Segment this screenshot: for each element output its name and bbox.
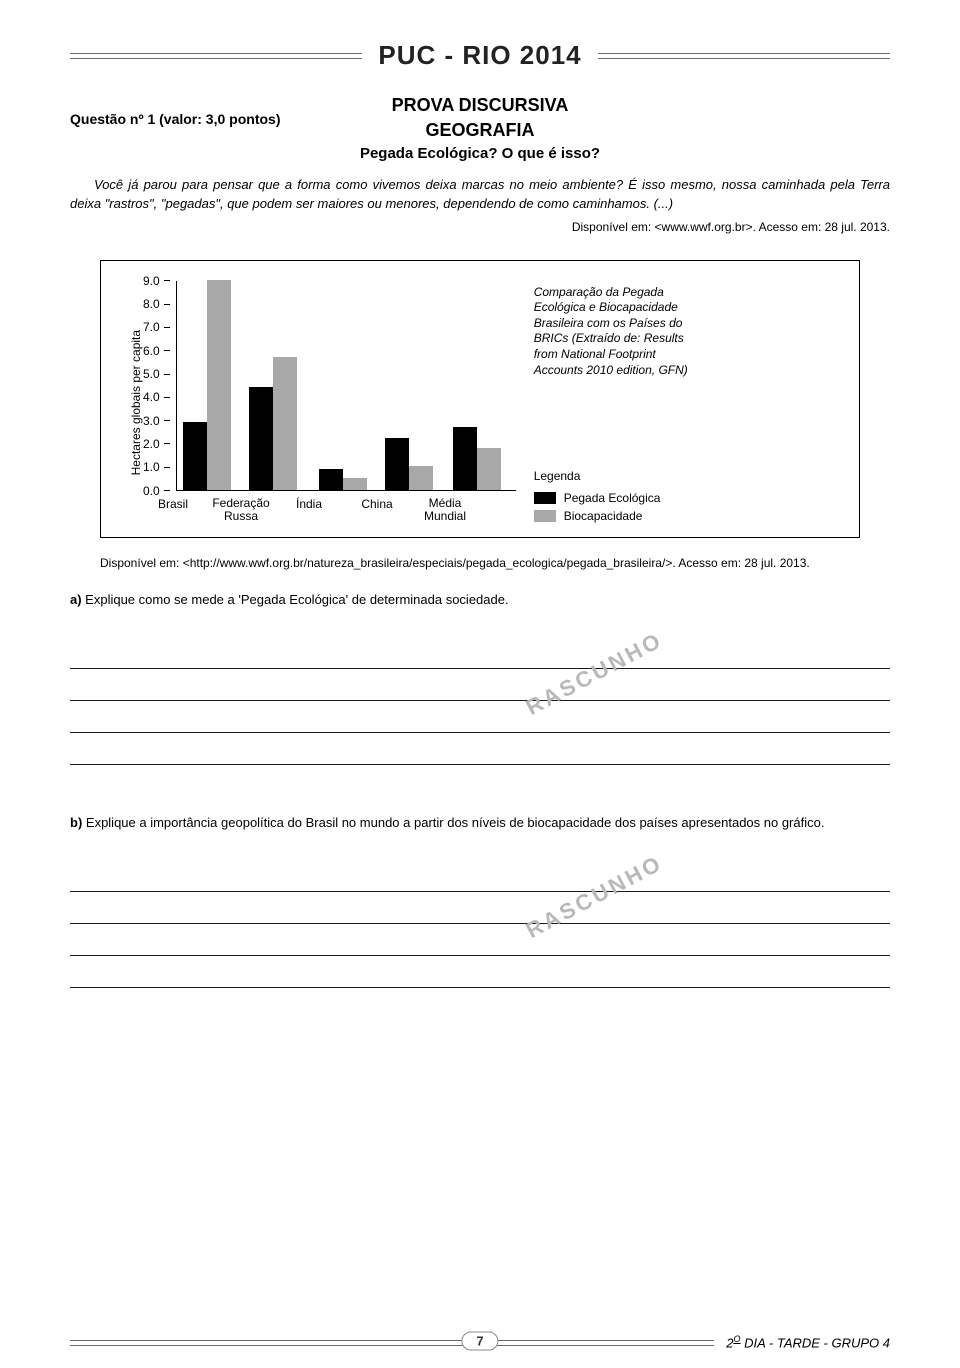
x-label: Brasil <box>139 497 207 523</box>
bar <box>319 469 343 490</box>
chart-side-panel: Comparação da Pegada Ecológica e Biocapa… <box>534 281 704 523</box>
plot-region <box>176 281 516 491</box>
page-footer: 7 2O DIA - TARDE - GRUPO 4 <box>0 1340 960 1346</box>
prompt-b-label: b) <box>70 815 82 830</box>
answer-line[interactable] <box>70 956 890 988</box>
bar <box>453 427 477 490</box>
page-number: 7 <box>461 1332 498 1351</box>
x-label: MédiaMundial <box>411 497 479 523</box>
rule-right <box>598 53 890 59</box>
x-label: China <box>343 497 411 523</box>
topic-heading: Pegada Ecológica? O que é isso? <box>70 145 890 162</box>
bar <box>385 438 409 489</box>
legend: Legenda Pegada Ecológica Biocapacidade <box>534 469 704 523</box>
bar <box>183 422 207 490</box>
rule-left <box>70 53 362 59</box>
bar <box>249 387 273 490</box>
ticks-and-plot: 9.08.07.06.05.04.03.02.01.00.0 <box>143 281 516 491</box>
footer-rest: DIA - TARDE - GRUPO 4 <box>740 1335 890 1350</box>
prompt-a: a) Explique como se mede a 'Pegada Ecoló… <box>70 592 890 607</box>
x-label: FederaçãoRussa <box>207 497 275 523</box>
answer-line[interactable] <box>70 924 890 956</box>
answer-line[interactable] <box>70 892 890 924</box>
footer-right: 2O DIA - TARDE - GRUPO 4 <box>714 1334 890 1350</box>
intro-text: Você já parou para pensar que a forma co… <box>70 176 890 214</box>
bar-group <box>453 427 501 490</box>
prompt-a-label: a) <box>70 592 82 607</box>
bar <box>273 357 297 490</box>
answer-line[interactable] <box>70 733 890 765</box>
answer-line[interactable] <box>70 669 890 701</box>
y-axis-label: Hectares globais per capita <box>125 281 143 523</box>
answer-line[interactable] <box>70 860 890 892</box>
bar-group <box>385 438 433 489</box>
axes: 9.08.07.06.05.04.03.02.01.00.0 BrasilFed… <box>143 281 516 523</box>
chart-description: Comparação da Pegada Ecológica e Biocapa… <box>534 285 704 379</box>
legend-title: Legenda <box>534 469 704 483</box>
chart-container: Hectares globais per capita 9.08.07.06.0… <box>100 260 860 538</box>
answer-lines-b[interactable]: RASCUNHO <box>70 860 890 988</box>
intro-paragraph: Você já parou para pensar que a forma co… <box>70 176 890 214</box>
legend-item: Pegada Ecológica <box>534 491 704 505</box>
masthead: PUC - RIO 2014 <box>70 40 890 71</box>
exam-page: PUC - RIO 2014 PROVA DISCURSIVA GEOGRAFI… <box>0 0 960 1368</box>
bar <box>343 478 367 490</box>
answer-line[interactable] <box>70 701 890 733</box>
answer-line[interactable] <box>70 637 890 669</box>
bar <box>409 466 433 489</box>
chart-citation: Disponível em: <http://www.wwf.org.br/na… <box>100 556 860 570</box>
bar-group <box>183 280 231 490</box>
bar-group <box>319 469 367 490</box>
answer-lines-a[interactable]: RASCUNHO <box>70 637 890 765</box>
bar <box>477 448 501 490</box>
legend-item: Biocapacidade <box>534 509 704 523</box>
prompt-b-text: Explique a importância geopolítica do Br… <box>82 815 824 830</box>
bar <box>207 280 231 490</box>
x-label: Índia <box>275 497 343 523</box>
y-ticks: 9.08.07.06.05.04.03.02.01.00.0 <box>143 281 176 491</box>
prompt-b: b) Explique a importância geopolítica do… <box>70 815 890 830</box>
x-labels: BrasilFederaçãoRussaÍndiaChinaMédiaMundi… <box>143 497 516 523</box>
prompt-a-text: Explique como se mede a 'Pegada Ecológic… <box>82 592 509 607</box>
chart-plot-area: Hectares globais per capita 9.08.07.06.0… <box>125 281 516 523</box>
intro-citation: Disponível em: <www.wwf.org.br>. Acesso … <box>70 220 890 234</box>
exam-title: PUC - RIO 2014 <box>378 40 581 71</box>
bar-group <box>249 357 297 490</box>
